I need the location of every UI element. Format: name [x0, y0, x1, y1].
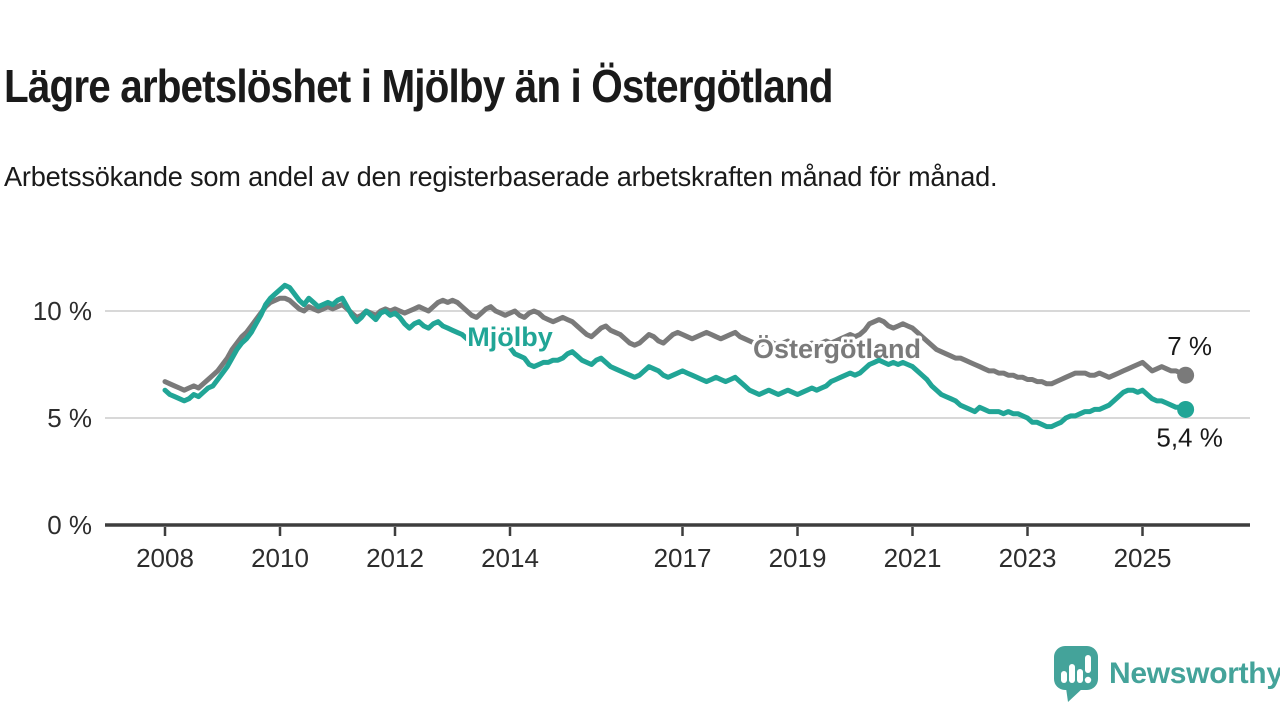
x-tick-label-2019: 2019	[769, 543, 827, 573]
newsworthy-logo-icon	[1054, 646, 1098, 702]
y-tick-label-10: 10 %	[33, 296, 92, 326]
x-tick-label-2014: 2014	[481, 543, 539, 573]
y-tick-label-0: 0 %	[47, 510, 92, 540]
series-label-mjolby: Mjölby	[467, 322, 553, 352]
series-label-ostergotland: Östergötland	[753, 334, 921, 364]
gridlines	[105, 310, 1250, 419]
newsworthy-logo: Newsworthy	[1052, 645, 1280, 703]
chart-subtitle: Arbetssökande som andel av den registerb…	[4, 161, 998, 192]
x-tick-label-2008: 2008	[136, 543, 194, 573]
x-tick-label-2017: 2017	[654, 543, 712, 573]
page-title: Lägre arbetslöshet i Mjölby än i Östergö…	[4, 59, 834, 112]
y-tick-label-5: 5 %	[47, 403, 92, 433]
series-end-dot-ostergotland	[1177, 366, 1195, 384]
x-tick-label-2010: 2010	[251, 543, 309, 573]
line-chart: 0 %5 %10 %2008 2010 2012 2014 2017 2019 2021 20…	[33, 282, 1250, 573]
y-axis-labels: 0 % 5 % 10 %	[33, 296, 92, 540]
series-end-dot-mjolby	[1177, 400, 1195, 418]
x-tick-label-2021: 2021	[884, 543, 942, 573]
series-line-mjolby	[162, 282, 1189, 430]
series-end-label-mjolby: 5,4 %	[1156, 422, 1223, 452]
series-end-label-ostergotland: 7 %	[1167, 331, 1212, 361]
x-axis: 2008 2010 2012 2014 2017 2019 2021 2023 2025	[105, 523, 1250, 573]
newsworthy-logo-text: Newsworthy	[1109, 657, 1280, 690]
x-tick-label-2025: 2025	[1114, 543, 1172, 573]
series-line-ostergotland	[162, 295, 1189, 393]
x-tick-label-2023: 2023	[999, 543, 1057, 573]
x-tick-label-2012: 2012	[366, 543, 424, 573]
